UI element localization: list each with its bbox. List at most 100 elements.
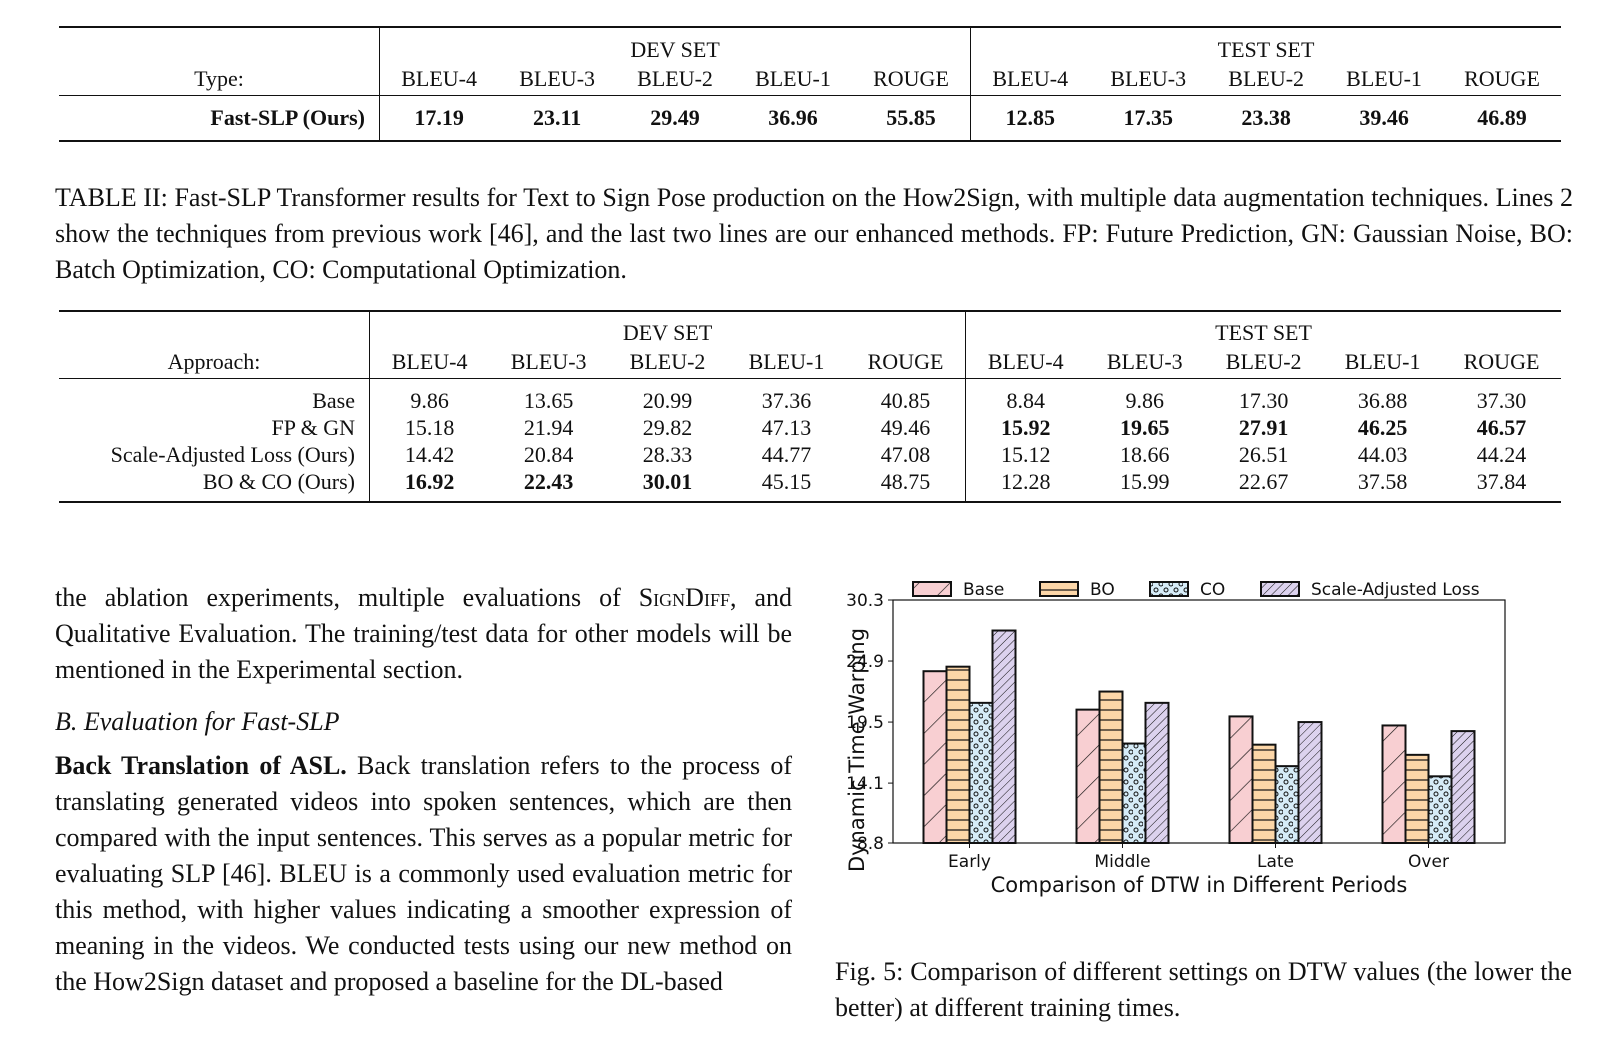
column-header: BLEU-2 <box>1204 346 1324 379</box>
table-cell: 23.38 <box>1241 105 1291 130</box>
table-cell: 15.92 <box>1000 415 1051 440</box>
dtw-bar-chart: Base BO CO Scale-Adjusted Loss 8.8 14.1 19.5 2… <box>845 580 1506 897</box>
table-cell: 15.18 <box>404 415 455 440</box>
table-cell: 14.42 <box>404 442 455 467</box>
table-row: FP & GN 15.18 21.94 29.82 47.13 49.46 15… <box>59 414 1561 441</box>
table-cell: 12.28 <box>1000 469 1051 494</box>
table-cell: 45.15 <box>761 469 812 494</box>
column-header: BLEU-4 <box>965 346 1086 379</box>
x-tick-label: Over <box>1408 852 1449 872</box>
table-cell: 55.85 <box>851 95 972 141</box>
column-header: BLEU-1 <box>727 346 846 379</box>
x-axis-label: Comparison of DTW in Different Periods <box>991 873 1408 897</box>
column-header: BLEU-1 <box>1323 346 1443 379</box>
dev-set-header: DEV SET <box>379 27 972 63</box>
table-cell: 23.11 <box>532 105 582 130</box>
plot-area: 8.8 14.1 19.5 24.9 30.3 Early Middle Late Over <box>846 591 1506 872</box>
dev-set-header: DEV SET <box>369 311 967 346</box>
bar-hatch <box>991 629 1017 844</box>
body-text: Back translation refers to the process o… <box>55 751 792 996</box>
x-tick-label: Late <box>1257 852 1294 872</box>
body-paragraph: Back Translation of ASL. Back translatio… <box>55 748 792 1000</box>
table-cell: 48.75 <box>845 468 967 502</box>
table-cell: 36.96 <box>768 105 818 130</box>
column-header: ROUGE <box>845 346 967 379</box>
bar-hatch <box>1450 730 1476 844</box>
bar-hatch <box>1427 775 1453 845</box>
table-row: Fast-SLP (Ours) 17.19 23.11 29.49 36.96 … <box>59 95 1561 141</box>
table-cell: 22.67 <box>1238 469 1289 494</box>
body-text: the ablation experiments, multiple evalu… <box>55 583 639 612</box>
table-cell: 46.25 <box>1357 415 1408 440</box>
table-row: Scale-Adjusted Loss (Ours) 14.42 20.84 2… <box>59 441 1561 468</box>
column-header: BLEU-1 <box>734 63 852 96</box>
row-label: Base <box>59 378 370 414</box>
column-header: ROUGE <box>851 63 972 96</box>
table-2-caption: TABLE II: Fast-SLP Transformer results f… <box>55 183 1573 284</box>
table-cell: 15.99 <box>1120 469 1170 494</box>
table-cell: 26.51 <box>1238 442 1289 467</box>
legend-swatch-hatch <box>1039 581 1079 597</box>
row-label: Fast-SLP (Ours) <box>59 95 380 141</box>
table-cell: 29.82 <box>642 415 693 440</box>
table-cell: 13.65 <box>523 388 574 413</box>
column-header: BLEU-3 <box>1085 346 1205 379</box>
table-cell: 9.86 <box>410 388 449 413</box>
section-heading: B. Evaluation for Fast-SLP <box>55 707 340 736</box>
table-cell: 40.85 <box>845 378 967 414</box>
table-cell: 22.43 <box>523 469 574 494</box>
column-header: BLEU-2 <box>608 346 727 379</box>
table-cell: 37.30 <box>1476 388 1527 413</box>
chart-legend: Base BO CO Scale-Adjusted Loss <box>912 580 1480 600</box>
table-cell: 39.46 <box>1359 105 1409 130</box>
table-cell: 17.30 <box>1238 388 1289 413</box>
table-cell: 36.88 <box>1357 388 1408 413</box>
table-cell: 20.84 <box>523 442 574 467</box>
table-cell: 12.85 <box>1005 105 1055 130</box>
legend-swatch-hatch <box>1260 581 1300 597</box>
approach-header: Approach: <box>59 346 370 379</box>
x-tick-label: Middle <box>1094 852 1150 872</box>
column-header: BLEU-2 <box>1207 63 1326 96</box>
legend-label: Base <box>963 580 1004 600</box>
column-header: BLEU-2 <box>616 63 734 96</box>
results-table-1: DEV SET TEST SET Type: BLEU-4 BLEU-3 BLE… <box>59 26 1561 142</box>
legend-label: BO <box>1090 580 1115 600</box>
bar-hatch <box>945 665 971 845</box>
bar-hatch <box>1121 742 1147 844</box>
body-column: the ablation experiments, multiple evalu… <box>55 580 792 1000</box>
type-header: Type: <box>59 63 380 96</box>
bar-hatch <box>1251 743 1277 844</box>
bar-hatch <box>1075 708 1101 844</box>
table-cell: 37.36 <box>761 388 812 413</box>
legend-swatch-hatch <box>1149 581 1189 597</box>
table-cell: 49.46 <box>845 414 967 441</box>
y-tick-label: 19.5 <box>846 713 884 733</box>
column-header: BLEU-1 <box>1325 63 1444 96</box>
table-cell: 47.08 <box>845 441 967 468</box>
table-cell: 30.01 <box>642 469 693 494</box>
body-text: , and Qualitative Evaluation. The traini… <box>55 583 792 684</box>
column-header: BLEU-4 <box>369 346 490 379</box>
table-cell: 44.24 <box>1476 442 1527 467</box>
row-label: Scale-Adjusted Loss (Ours) <box>59 441 370 468</box>
legend-swatch-hatch <box>912 581 952 597</box>
bar-hatch <box>1381 724 1407 844</box>
bar-hatch <box>1297 721 1323 844</box>
column-header: ROUGE <box>1443 63 1561 96</box>
paragraph-heading: Back Translation of ASL. <box>55 751 347 780</box>
table-cell: 17.19 <box>414 105 464 130</box>
table-row: BO & CO (Ours) 16.92 22.43 30.01 45.15 4… <box>59 468 1561 502</box>
table-cell: 20.99 <box>642 388 693 413</box>
table-cell: 21.94 <box>523 415 574 440</box>
plot-frame <box>892 599 1506 844</box>
bar-hatch <box>922 670 948 844</box>
test-set-header: TEST SET <box>1217 36 1315 62</box>
table-cell: 16.92 <box>404 469 455 494</box>
table-cell: 18.66 <box>1120 442 1170 467</box>
bar-hatch <box>968 701 994 844</box>
bar-hatch <box>1144 701 1170 844</box>
y-tick-label: 8.8 <box>857 834 884 854</box>
table-cell: 46.57 <box>1476 415 1527 440</box>
legend-label: CO <box>1200 580 1225 600</box>
